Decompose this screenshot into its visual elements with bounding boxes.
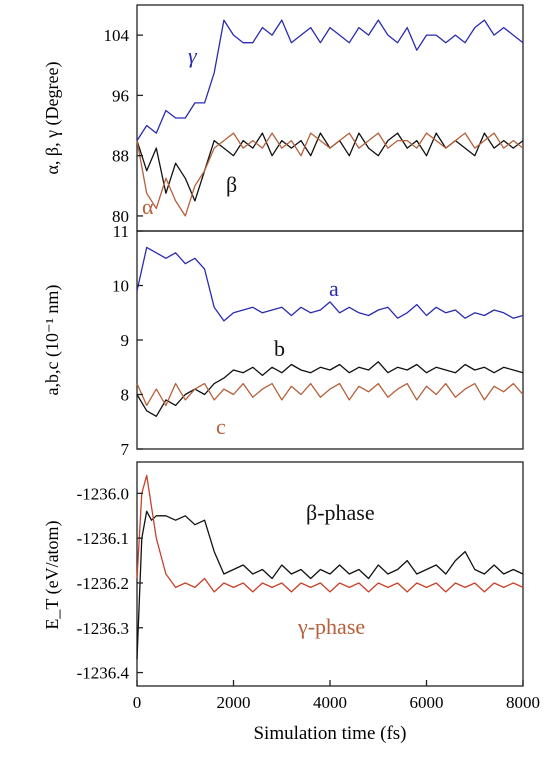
x-tick-label: 2000 xyxy=(217,693,251,712)
lattice-panel: 7 8 9 10 11 a,b,c (10⁻¹ nm) a b c xyxy=(42,222,524,459)
energy-ytick-label: -1236.4 xyxy=(77,664,130,683)
label-b: b xyxy=(274,336,285,361)
lattice-ytick-label: 7 xyxy=(121,440,130,459)
label-alpha: α xyxy=(142,194,154,219)
lattice-series-2 xyxy=(136,382,524,407)
energy-series-0 xyxy=(136,510,524,660)
angles-panel: 80 88 96 104 α, β, γ (Degree) γ β α xyxy=(42,4,524,232)
x-axis-label: Simulation time (fs) xyxy=(253,723,406,744)
x-tick-label: 6000 xyxy=(410,693,444,712)
angles-ytick-label: 88 xyxy=(112,147,129,166)
angles-ytick-label: 96 xyxy=(112,86,129,105)
label-beta: β xyxy=(226,172,237,197)
angles-ylabel: α, β, γ (Degree) xyxy=(42,62,63,175)
label-beta-phase: β-phase xyxy=(306,500,375,525)
energy-panel: -1236.0 -1236.1 -1236.2 -1236.3 -1236.4 0 200… xyxy=(42,461,540,744)
x-tick-label: 4000 xyxy=(313,693,347,712)
angles-ytick-label: 104 xyxy=(104,26,130,45)
lattice-ylabel: a,b,c (10⁻¹ nm) xyxy=(42,285,63,396)
x-tick-label: 8000 xyxy=(506,693,540,712)
energy-series-1 xyxy=(136,474,524,593)
angles-series-2 xyxy=(136,132,524,217)
energy-ytick-label: -1236.0 xyxy=(77,484,129,503)
lattice-frame xyxy=(136,230,524,450)
x-tick-label: 0 xyxy=(133,693,142,712)
angles-series-1 xyxy=(136,132,524,202)
energy-ytick-label: -1236.1 xyxy=(77,529,129,548)
lattice-ytick-label: 10 xyxy=(112,277,129,296)
angles-series-0 xyxy=(136,19,524,141)
lattice-series-0 xyxy=(136,246,524,322)
lattice-ytick-label: 9 xyxy=(121,331,130,350)
label-c: c xyxy=(216,414,226,439)
lattice-ytick-label: 11 xyxy=(113,222,129,241)
energy-ylabel: E_T (eV/atom) xyxy=(42,520,63,629)
energy-ytick-label: -1236.2 xyxy=(77,574,129,593)
angles-ytick-label: 80 xyxy=(112,207,129,226)
energy-ytick-label: -1236.3 xyxy=(77,619,129,638)
label-gamma: γ xyxy=(188,43,198,68)
lattice-ytick-label: 8 xyxy=(121,386,130,405)
label-a: a xyxy=(329,276,339,301)
label-gamma-phase: γ-phase xyxy=(297,614,365,639)
lattice-series-1 xyxy=(136,361,524,417)
angles-frame xyxy=(136,4,524,232)
